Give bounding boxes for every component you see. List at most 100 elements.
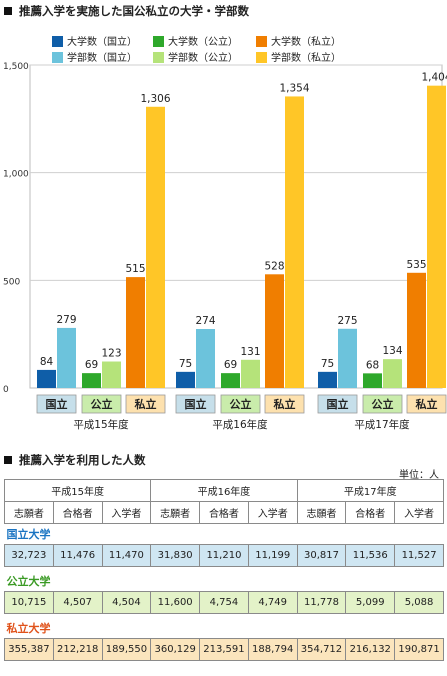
column-header: 志願者 (150, 501, 201, 524)
table-row: 10,715 4,507 4,504 11,600 4,754 4,749 11… (4, 591, 444, 614)
bar (427, 85, 446, 388)
table-cell: 10,715 (4, 591, 54, 614)
legend-swatch (153, 35, 164, 47)
data-label: 68 (366, 359, 379, 371)
table-cell: 5,099 (345, 591, 396, 614)
data-label: 279 (56, 314, 76, 326)
data-label: 123 (101, 348, 121, 360)
data-label: 75 (179, 358, 192, 370)
bar (82, 373, 101, 388)
table-row: 32,723 11,476 11,470 31,830 11,210 11,19… (4, 544, 444, 567)
legend-item: 大学数（私立） (256, 33, 341, 48)
table-cell: 189,550 (101, 638, 152, 661)
applicants-table: 平成15年度 平成16年度 平成17年度 志願者 合格者 入学者 志願者 合格者… (3, 479, 445, 661)
table-cell: 190,871 (394, 638, 444, 661)
bar (102, 361, 121, 388)
data-label: 528 (264, 260, 284, 272)
table-section-title: 推薦入学を利用した人数 (4, 452, 146, 468)
legend-swatch (153, 51, 164, 63)
bar (57, 327, 76, 388)
category-label: 公立 (91, 397, 113, 411)
table-cell: 11,470 (101, 544, 152, 567)
data-label: 69 (224, 359, 237, 371)
column-header: 入学者 (394, 501, 444, 524)
data-label: 134 (382, 345, 402, 357)
column-header: 志願者 (4, 501, 54, 524)
table-cell: 354,712 (296, 638, 347, 661)
category-box (264, 394, 305, 414)
column-header: 志願者 (296, 501, 347, 524)
table-cell: 4,507 (52, 591, 103, 614)
table-row: 355,387 212,218 189,550 360,129 213,591 … (4, 638, 444, 661)
bar (146, 106, 165, 389)
data-label: 535 (406, 259, 426, 271)
unit-label: 単位：人 (399, 470, 439, 481)
bar (196, 328, 215, 388)
table-cell: 360,129 (150, 638, 201, 661)
category-label: 私立 (274, 397, 296, 411)
table-cell: 4,749 (247, 591, 298, 614)
data-label: 131 (240, 346, 260, 358)
category-box (362, 394, 403, 414)
table-column-row: 志願者 合格者 入学者 志願者 合格者 入学者 志願者 合格者 入学者 (4, 501, 444, 524)
legend-item: 学部数（国立） (52, 49, 137, 64)
category-row-national: 国立大学 (5, 524, 444, 545)
data-label: 1,404 (421, 72, 447, 84)
table-year-row: 平成15年度 平成16年度 平成17年度 (3, 479, 445, 502)
data-label: 274 (195, 315, 215, 327)
year-header: 平成17年度 (296, 479, 445, 502)
category-label: 公立 (230, 397, 252, 411)
category-label: 公立 (372, 397, 394, 411)
data-label: 75 (321, 358, 334, 370)
category-label: 公立大学 (6, 575, 51, 588)
plot-area (29, 64, 443, 389)
bar (338, 328, 357, 388)
category-label: 国立 (327, 397, 349, 411)
data-label: 1,306 (140, 93, 170, 105)
table-cell: 31,830 (150, 544, 201, 567)
table-cell: 30,817 (296, 544, 347, 567)
table-cell: 212,218 (52, 638, 103, 661)
table-cell: 4,754 (199, 591, 249, 614)
data-label: 69 (85, 359, 98, 371)
bar (383, 359, 402, 388)
table-cell: 213,591 (199, 638, 249, 661)
column-header: 合格者 (199, 501, 249, 524)
bar (407, 272, 426, 388)
square-bullet-icon (4, 455, 12, 464)
bar (318, 371, 337, 388)
category-box (220, 394, 261, 414)
table-cell: 11,600 (150, 591, 201, 614)
category-box (125, 394, 166, 414)
table-cell: 11,778 (296, 591, 347, 614)
table-cell: 188,794 (247, 638, 298, 661)
data-label: 84 (40, 356, 54, 368)
square-bullet-icon (4, 6, 12, 15)
y-tick-label: 1,000 (3, 170, 29, 180)
column-header: 合格者 (52, 501, 103, 524)
year-header: 平成16年度 (150, 479, 298, 502)
legend-item: 学部数（公立） (153, 49, 238, 64)
bar (176, 371, 195, 388)
y-tick-label: 0 (3, 385, 9, 395)
category-label: 国立 (185, 397, 207, 411)
legend-swatch (256, 51, 267, 63)
column-header: 合格者 (345, 501, 396, 524)
category-label: 私立大学 (6, 622, 51, 635)
group-label: 平成16年度 (212, 418, 268, 431)
table-cell: 11,210 (199, 544, 249, 567)
column-header: 入学者 (247, 501, 298, 524)
table-cell: 11,536 (345, 544, 396, 567)
bar (221, 373, 240, 388)
legend-item: 大学数（国立） (52, 33, 137, 48)
year-header: 平成15年度 (3, 479, 152, 502)
bar (37, 369, 56, 388)
category-box (175, 394, 216, 414)
category-label: 国立大学 (6, 528, 51, 541)
bar (285, 96, 304, 389)
table-cell: 11,199 (247, 544, 298, 567)
bar (241, 359, 260, 388)
y-tick-label: 1,500 (3, 62, 29, 72)
y-tick-label: 500 (3, 277, 20, 287)
bar (363, 373, 382, 388)
